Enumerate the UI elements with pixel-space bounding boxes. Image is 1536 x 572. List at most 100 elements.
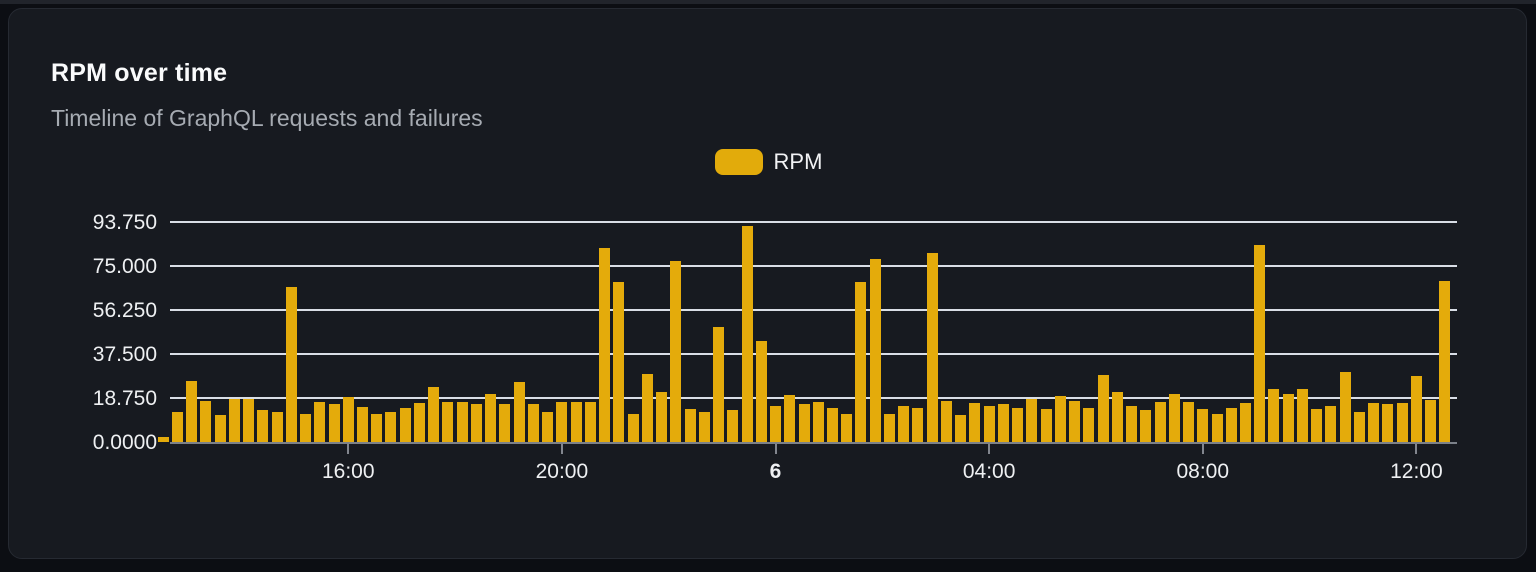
chart-subtitle: Timeline of GraphQL requests and failure… [51,105,483,131]
bar[interactable] [357,406,368,442]
legend-swatch-rpm[interactable] [714,149,763,175]
bar[interactable] [826,407,838,442]
bar[interactable] [428,386,440,442]
bar[interactable] [969,403,981,442]
bar[interactable] [698,411,710,442]
x-tick-label: 08:00 [1176,460,1230,483]
legend-label[interactable]: RPM [773,149,823,174]
bar[interactable] [1225,407,1237,442]
bar[interactable] [898,405,910,442]
bar[interactable] [1410,376,1422,442]
bar[interactable] [1126,405,1138,442]
bar[interactable] [1353,411,1365,442]
bar[interactable] [328,404,340,442]
bar[interactable] [1254,244,1266,442]
bar[interactable] [399,407,411,442]
bar[interactable] [485,393,497,442]
bar[interactable] [1339,371,1351,442]
y-tick-label: 75.000 [92,255,157,278]
bar[interactable] [1268,389,1280,442]
bar[interactable] [869,258,881,442]
bar[interactable] [770,405,782,442]
bar[interactable] [271,411,283,442]
bar[interactable] [755,341,767,442]
bar[interactable] [1282,393,1294,442]
bar[interactable] [1054,396,1066,442]
bar[interactable] [812,402,824,442]
bar[interactable] [798,404,810,442]
bar[interactable] [1168,393,1180,442]
gridline [170,397,1457,399]
bar[interactable] [228,398,240,442]
bar[interactable] [1211,413,1223,442]
bar[interactable] [527,404,539,442]
bar[interactable] [1296,389,1308,442]
bar[interactable] [727,410,739,442]
bar[interactable] [713,327,725,442]
bar[interactable] [741,226,753,442]
bar[interactable] [371,413,383,442]
bar[interactable] [997,404,1009,442]
bar[interactable] [684,409,696,442]
bar[interactable] [983,405,995,442]
bar[interactable] [1325,405,1337,442]
bar[interactable] [627,413,639,442]
x-axis-ticks: 16:00 20:00 6 04:00 08:00 12:00 [156,444,1452,494]
bar[interactable] [1083,407,1095,442]
bar[interactable] [342,397,354,442]
bar[interactable] [1197,409,1209,442]
bar[interactable] [1111,391,1123,442]
bar[interactable] [1396,403,1408,442]
bar[interactable] [641,373,653,442]
bar[interactable] [584,402,596,442]
bar[interactable] [243,398,255,442]
bar[interactable] [1026,398,1038,442]
bar[interactable] [1012,407,1024,442]
bar[interactable] [214,415,226,442]
bar[interactable] [257,410,269,442]
bar[interactable] [1140,410,1152,442]
bar[interactable] [285,287,297,442]
bar[interactable] [1069,400,1081,442]
bar[interactable] [926,253,938,442]
bar[interactable] [1425,399,1437,442]
bar[interactable] [499,404,511,442]
bar[interactable] [300,413,312,442]
bar[interactable] [200,400,212,442]
bar[interactable] [1382,404,1394,442]
bar[interactable] [883,413,895,442]
bar[interactable] [784,395,796,442]
bar[interactable] [912,407,924,442]
y-tick-label: 18.750 [92,387,157,410]
bar[interactable] [1097,375,1109,442]
bar[interactable] [513,382,525,442]
bar[interactable] [841,413,853,442]
bar[interactable] [542,411,554,442]
bar[interactable] [186,381,198,442]
bar[interactable] [940,400,952,442]
bar[interactable] [413,403,425,442]
bar[interactable] [855,282,867,442]
bar[interactable] [314,402,326,442]
bar[interactable] [442,402,454,442]
y-tick-label: 37.500 [92,343,157,366]
bar[interactable] [570,402,582,442]
bar[interactable] [955,415,967,442]
bar[interactable] [599,248,611,442]
bar[interactable] [456,402,468,442]
bar[interactable] [556,402,568,442]
bar[interactable] [1311,409,1323,442]
bar[interactable] [157,437,169,442]
bar[interactable] [1183,402,1195,442]
bar[interactable] [1239,403,1251,442]
bar[interactable] [385,411,397,442]
bar[interactable] [1368,403,1380,442]
bar[interactable] [1439,281,1451,442]
bar[interactable] [1040,409,1052,442]
bar[interactable] [613,282,625,442]
bar[interactable] [470,404,482,442]
bar[interactable] [670,261,682,442]
bar[interactable] [171,411,183,442]
bar[interactable] [1154,402,1166,442]
bar[interactable] [656,391,668,442]
